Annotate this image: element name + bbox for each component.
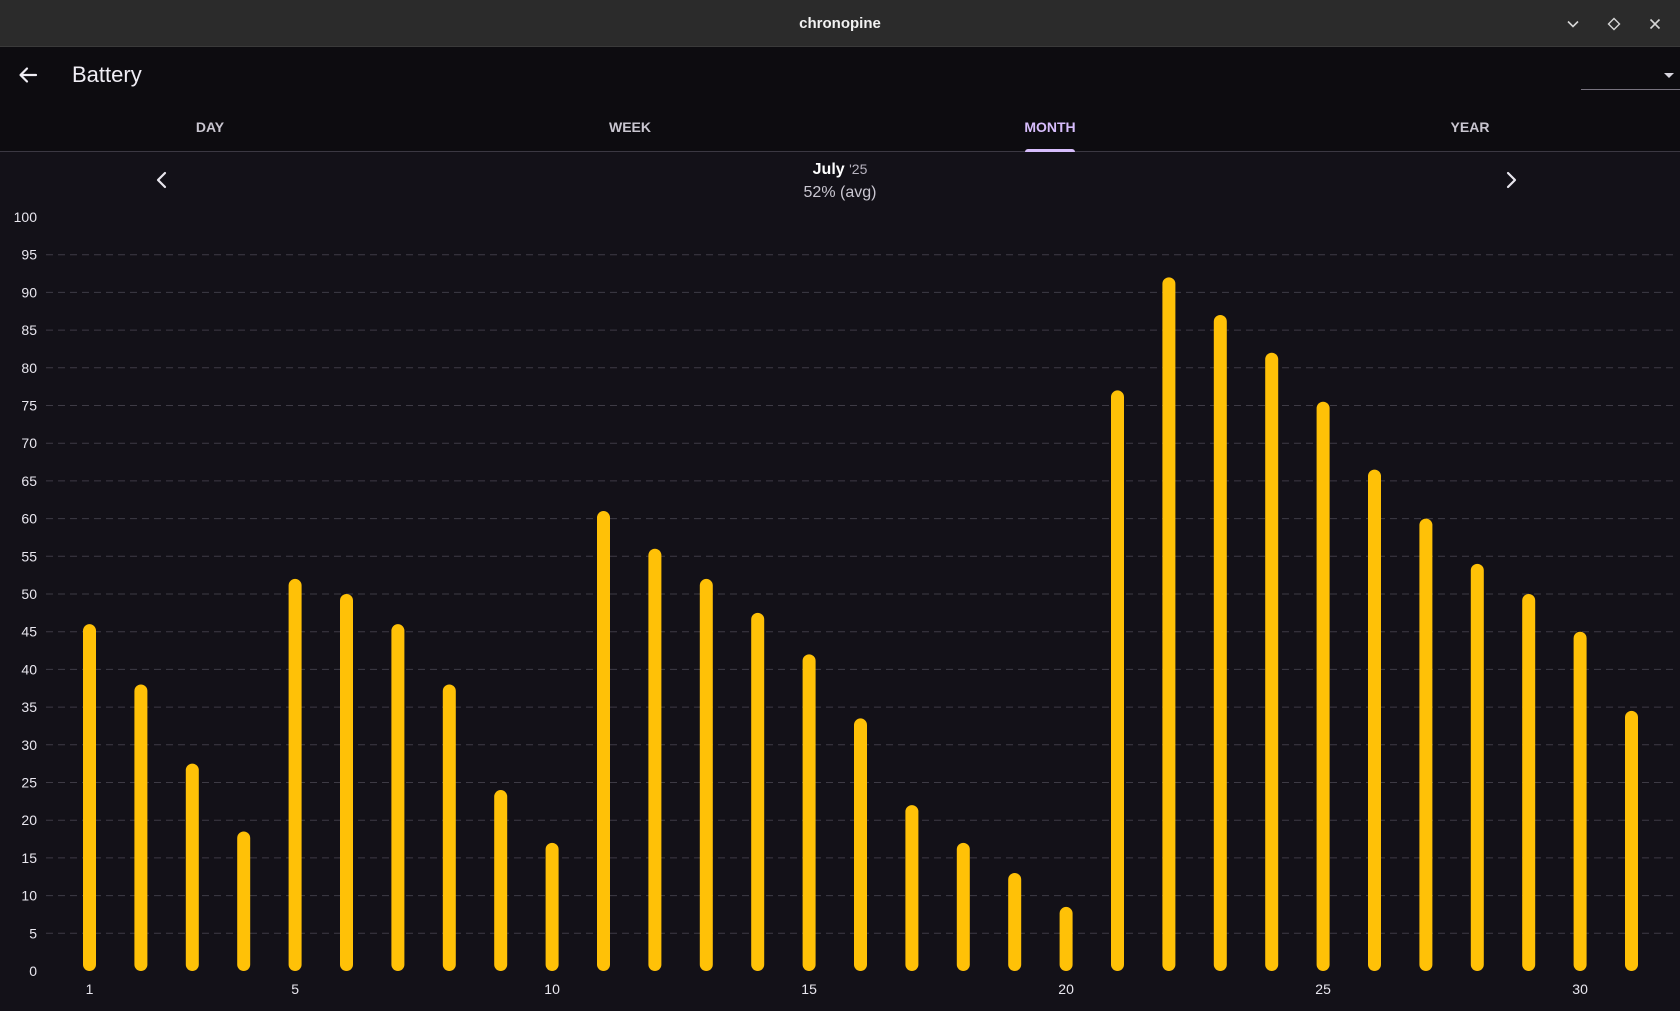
- y-tick-label: 50: [21, 586, 37, 602]
- bar-day-8[interactable]: [442, 684, 456, 971]
- bar-day-16[interactable]: [854, 718, 867, 971]
- y-tick-label: 90: [21, 284, 37, 300]
- bar-day-31[interactable]: [1625, 710, 1638, 971]
- tab-label: WEEK: [609, 119, 651, 135]
- bar-day-24[interactable]: [1265, 352, 1279, 972]
- bar-day-12[interactable]: [648, 548, 662, 971]
- period-label: July '25: [0, 161, 1680, 179]
- bar-day-14[interactable]: [751, 612, 765, 971]
- bar-day-4[interactable]: [237, 831, 251, 971]
- period-year: '25: [849, 161, 868, 177]
- bar-day-1[interactable]: [83, 624, 96, 971]
- bar-day-23[interactable]: [1213, 315, 1227, 971]
- x-tick-label: 20: [1058, 981, 1074, 997]
- bar-day-29[interactable]: [1522, 594, 1536, 971]
- bar-day-21[interactable]: [1111, 390, 1124, 971]
- bar-day-17[interactable]: [905, 805, 919, 971]
- tab-week[interactable]: WEEK: [420, 103, 840, 151]
- bars: [83, 277, 1638, 972]
- bar-day-26[interactable]: [1368, 469, 1381, 971]
- tab-label: DAY: [195, 119, 225, 135]
- minimize-button[interactable]: [1561, 12, 1585, 36]
- y-axis-labels: 0 5 10 15 20 25 30 35 40 45 50 55 60 65 70 75 80 85 90 95 10…: [14, 209, 38, 979]
- app-bar: Battery: [0, 47, 1680, 103]
- bar-day-3[interactable]: [185, 763, 199, 971]
- y-tick-label: 85: [21, 322, 37, 338]
- x-tick-label: 25: [1315, 981, 1331, 997]
- next-period-button[interactable]: [1497, 166, 1525, 194]
- y-tick-label: 45: [21, 624, 37, 640]
- caret-down-icon: [1664, 73, 1674, 78]
- bar-day-18[interactable]: [956, 842, 970, 971]
- back-button[interactable]: [14, 61, 42, 89]
- tab-label: YEAR: [1450, 119, 1490, 135]
- device-dropdown[interactable]: [1581, 63, 1680, 90]
- y-tick-label: 80: [21, 360, 37, 376]
- grid-lines: [46, 254, 1675, 934]
- tab-year[interactable]: YEAR: [1260, 103, 1680, 151]
- bar-day-28[interactable]: [1470, 563, 1484, 971]
- bar-day-13[interactable]: [699, 578, 713, 971]
- close-button[interactable]: [1643, 12, 1667, 36]
- tab-label: MONTH: [1024, 119, 1076, 135]
- y-tick-label: 40: [21, 661, 37, 677]
- bar-day-20[interactable]: [1059, 906, 1073, 971]
- period-average: 52% (avg): [803, 184, 877, 201]
- bar-day-25[interactable]: [1316, 401, 1330, 971]
- y-tick-label: 15: [21, 850, 37, 866]
- chart-canvas: 0510152025303540455055606570758085909510…: [14, 209, 1675, 997]
- x-tick-label: 10: [544, 981, 560, 997]
- bar-day-6[interactable]: [340, 594, 353, 971]
- bar-day-19[interactable]: [1008, 872, 1022, 971]
- bar-day-7[interactable]: [391, 624, 405, 971]
- bar-day-30[interactable]: [1573, 631, 1587, 971]
- previous-period-button[interactable]: [148, 166, 176, 194]
- bar-day-15[interactable]: [802, 654, 816, 971]
- active-tab-indicator: [1025, 149, 1075, 152]
- y-tick-label: 60: [21, 511, 37, 527]
- x-tick-label: 15: [801, 981, 817, 997]
- bar-day-11[interactable]: [597, 511, 610, 971]
- y-tick-label: 10: [21, 888, 37, 904]
- period-navigator: July '25 52% (avg): [0, 152, 1680, 208]
- tab-month[interactable]: MONTH: [840, 103, 1260, 152]
- arrow-left-icon: [19, 67, 38, 83]
- chevron-down-icon: [1567, 20, 1579, 28]
- bar-day-5[interactable]: [288, 578, 302, 971]
- y-tick-label: 95: [21, 247, 37, 263]
- bar-day-22[interactable]: [1162, 277, 1176, 971]
- x-tick-label: 5: [291, 981, 299, 997]
- y-tick-label: 0: [29, 963, 37, 979]
- tab-day[interactable]: DAY: [0, 103, 420, 151]
- x-axis-labels: 1 5 10 15 20 25 30: [86, 981, 1588, 997]
- y-tick-label: 100: [14, 209, 38, 225]
- period-month: July: [812, 161, 845, 178]
- window-title: chronopine: [799, 15, 881, 32]
- x-tick-label: 30: [1572, 981, 1588, 997]
- x-tick-label: 1: [86, 981, 94, 997]
- window-titlebar: chronopine: [0, 0, 1680, 47]
- chevron-left-icon: [156, 171, 167, 189]
- period-tabs: DAY WEEK MONTH YEAR: [0, 103, 1680, 152]
- close-icon: [1649, 18, 1661, 30]
- y-tick-label: 5: [29, 925, 37, 941]
- y-tick-label: 30: [21, 737, 37, 753]
- battery-bar-chart: 0 5 10 15 20 25 30 35 40 45 50 55 60 65 70 75 80 85 90 95 10…: [0, 208, 1680, 1006]
- maximize-button[interactable]: [1602, 12, 1626, 36]
- y-tick-label: 75: [21, 398, 37, 414]
- y-tick-label: 65: [21, 473, 37, 489]
- page-title: Battery: [72, 62, 142, 87]
- bar-day-2[interactable]: [134, 684, 148, 971]
- y-tick-label: 55: [21, 548, 37, 564]
- bar-day-27[interactable]: [1419, 518, 1433, 971]
- diamond-icon: [1607, 17, 1621, 31]
- y-tick-label: 35: [21, 699, 37, 715]
- y-tick-label: 20: [21, 812, 37, 828]
- bar-day-10[interactable]: [545, 842, 559, 971]
- y-tick-label: 25: [21, 775, 37, 791]
- y-tick-label: 70: [21, 435, 37, 451]
- chevron-right-icon: [1506, 171, 1517, 189]
- bar-day-9[interactable]: [494, 790, 508, 971]
